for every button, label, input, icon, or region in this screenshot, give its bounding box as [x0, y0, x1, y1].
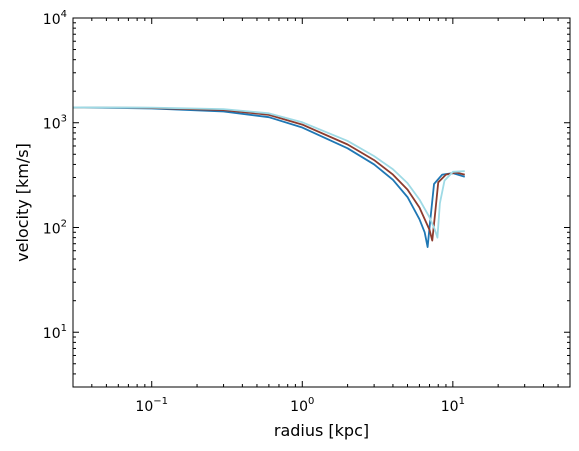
y-tick-label: 104 [43, 9, 67, 28]
plot-frame [72, 17, 571, 388]
y-tick-label: 102 [43, 218, 67, 237]
tick-labels: 10−1 100 101 101 102 103 104 [43, 9, 465, 415]
y-tick-label: 101 [43, 323, 67, 342]
series-line-3 [72, 106, 465, 239]
series-line-2 [72, 106, 465, 242]
x-tick-label: 101 [441, 396, 465, 415]
x-axis-label: radius [kpc] [274, 421, 369, 440]
series-line-1 [72, 106, 466, 248]
y-axis-label: velocity [km/s] [13, 143, 32, 262]
series-layer [72, 106, 466, 248]
y-tick-label: 103 [43, 114, 67, 133]
x-tick-label: 10−1 [135, 396, 168, 415]
x-tick-label: 100 [290, 396, 314, 415]
ticks-layer [72, 17, 571, 388]
